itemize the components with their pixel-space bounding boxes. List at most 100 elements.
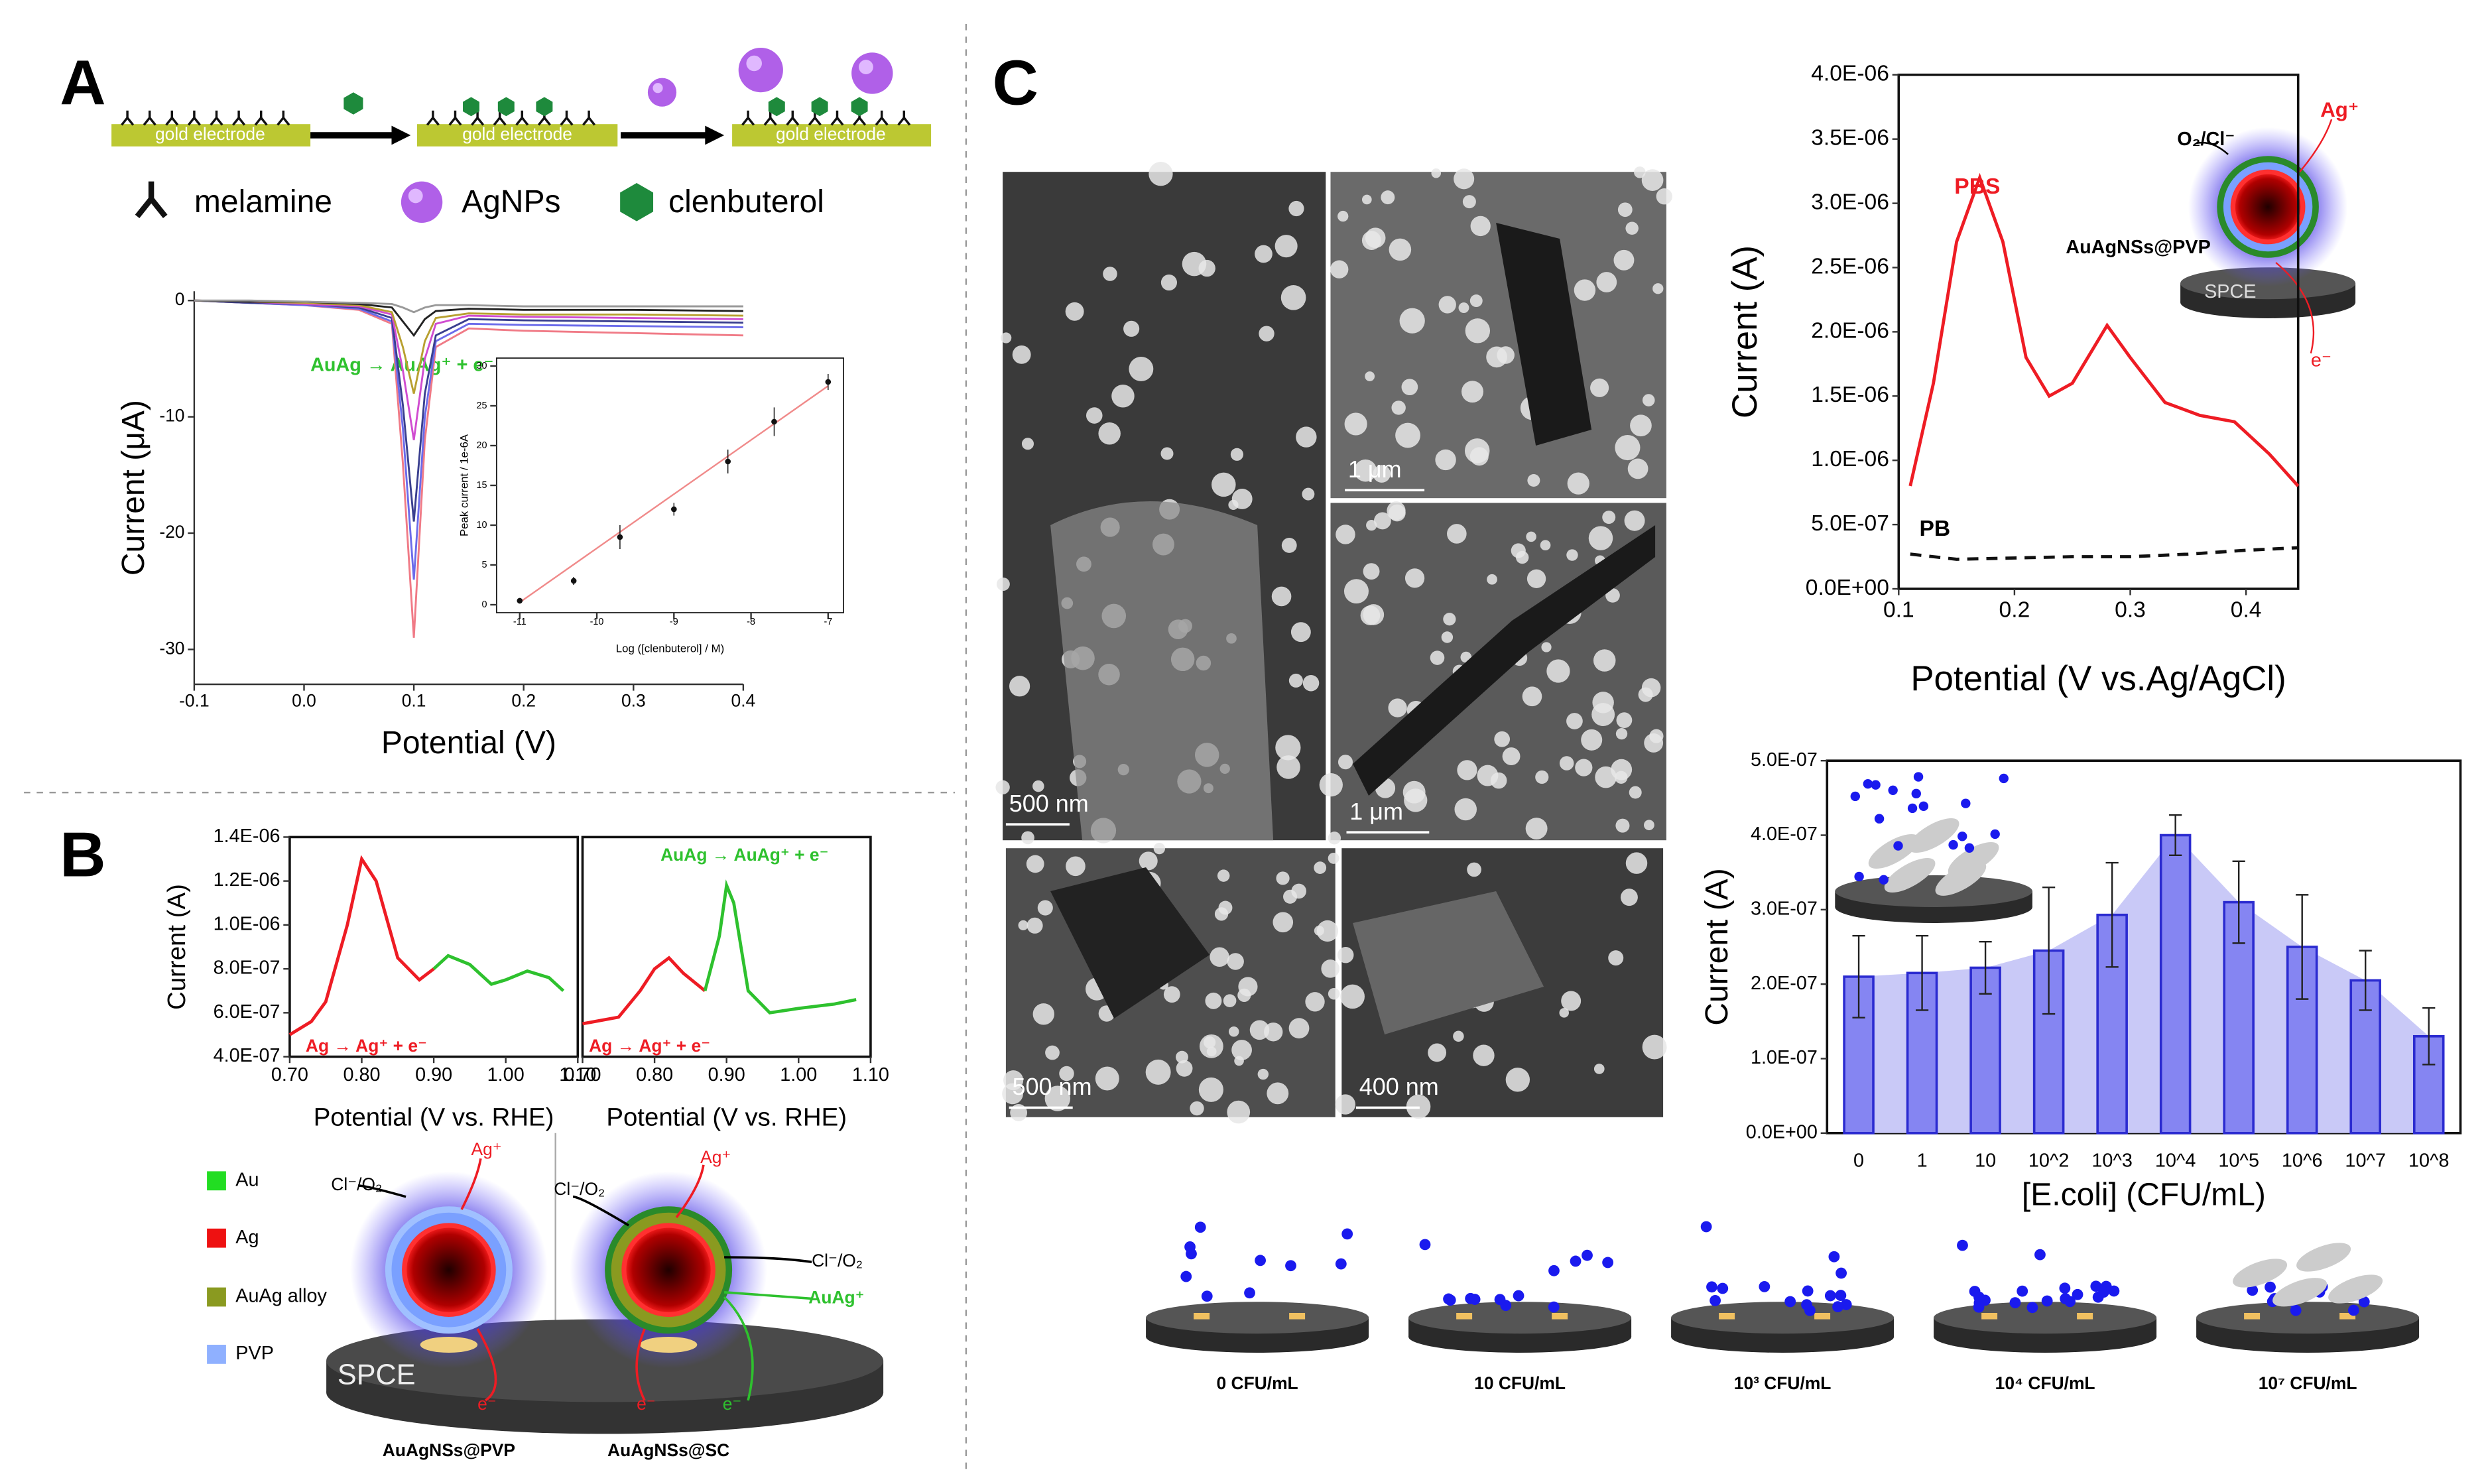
decoration xyxy=(1561,991,1582,1011)
error-bar xyxy=(1915,934,1929,1011)
decoration xyxy=(1373,512,1391,530)
decoration xyxy=(1814,1313,1831,1320)
decoration xyxy=(463,97,479,117)
decoration xyxy=(1649,729,1664,743)
decoration xyxy=(1032,780,1044,792)
error-bar xyxy=(2422,1007,2436,1066)
y-tick-label: 2.0E-06 xyxy=(1811,318,1889,343)
error-bar xyxy=(2105,861,2119,968)
decoration xyxy=(2064,1296,2076,1308)
decoration xyxy=(1228,499,1239,510)
decoration xyxy=(1337,755,1353,770)
x-tick-label: -10 xyxy=(590,617,604,627)
inset-label: e⁻ xyxy=(2311,349,2331,371)
decoration xyxy=(1387,501,1406,521)
chart: 0.1 0.2 0.3 0.4 0.0E+00 5.0E-07 1.0E-06 1.5E-06… xyxy=(1725,62,2300,698)
decoration xyxy=(1190,1101,1204,1116)
scheme-label: AuAgNSs@PVP xyxy=(383,1440,515,1460)
series-line xyxy=(194,299,743,580)
decoration xyxy=(1447,524,1467,544)
decoration xyxy=(1139,851,1158,871)
decoration xyxy=(1337,947,1354,963)
decoration xyxy=(1656,188,1672,205)
decoration xyxy=(1911,788,1921,799)
decoration xyxy=(1638,687,1653,702)
panel-label: A xyxy=(60,47,105,118)
decoration xyxy=(1567,472,1589,495)
decoration xyxy=(1642,394,1655,406)
decoration xyxy=(1642,1034,1667,1060)
data-point xyxy=(617,534,623,540)
decoration xyxy=(1353,525,1656,796)
decoration xyxy=(1037,900,1053,916)
y-tick-label: 1.2E-06 xyxy=(214,869,280,891)
decoration xyxy=(1469,447,1489,466)
decoration xyxy=(1548,1265,1560,1276)
decoration xyxy=(2034,1249,2046,1261)
decoration xyxy=(1176,1050,1188,1064)
decoration xyxy=(1059,1066,1074,1082)
decoration xyxy=(2275,262,2315,354)
decoration xyxy=(1527,474,1540,487)
x-tick-label: 10^2 xyxy=(2028,1150,2070,1172)
legend-label: Au xyxy=(235,1169,259,1190)
decoration xyxy=(1624,510,1645,531)
data-point xyxy=(570,578,577,584)
decoration xyxy=(768,97,785,117)
y-tick-label: -10 xyxy=(159,406,184,426)
decoration xyxy=(1717,1282,1729,1294)
decoration xyxy=(1828,1251,1840,1263)
scheme-label: AuAg⁺ xyxy=(808,1287,864,1307)
decoration xyxy=(1641,169,1664,191)
decoration xyxy=(1522,686,1542,707)
decoration xyxy=(1288,200,1304,217)
decoration xyxy=(1160,275,1178,291)
decoration xyxy=(1395,422,1420,448)
error-bar xyxy=(2359,950,2372,1011)
decoration xyxy=(2072,1288,2083,1300)
y-tick-label: 0 xyxy=(175,289,185,309)
x-axis-label: Potential (V vs. RHE) xyxy=(314,1103,554,1131)
legend-label: melamine xyxy=(194,184,332,219)
x-tick-label: 0.0 xyxy=(292,690,316,710)
decoration xyxy=(1496,223,1592,446)
series-line xyxy=(582,956,706,1026)
decoration xyxy=(1893,841,1903,851)
x-tick-label: -8 xyxy=(747,617,755,627)
error-bar xyxy=(2296,894,2309,1000)
decoration xyxy=(1408,1302,1632,1334)
area xyxy=(1859,835,2429,1133)
y-tick-label: 1.4E-06 xyxy=(214,826,280,847)
y-tick-label: 3.0E-07 xyxy=(1751,898,1818,919)
decoration xyxy=(1288,1018,1310,1039)
decoration xyxy=(408,188,423,204)
decoration xyxy=(1566,549,1578,561)
decoration xyxy=(391,125,411,145)
decoration xyxy=(620,183,654,221)
decoration xyxy=(1443,1293,1454,1305)
decoration xyxy=(1373,465,1391,483)
decoration xyxy=(1330,260,1349,278)
x-tick-label: 0.3 xyxy=(621,690,646,710)
decoration xyxy=(1935,861,1987,896)
decoration xyxy=(1002,1083,1023,1105)
decoration xyxy=(1438,296,1456,314)
y-tick-label: 0.0E+00 xyxy=(1746,1121,1818,1143)
decoration xyxy=(207,1287,226,1307)
scale-bar-label: 500 nm xyxy=(1013,1073,1092,1100)
decoration xyxy=(1009,676,1030,697)
series-label: PB xyxy=(1920,517,1951,541)
y-tick-label: 15 xyxy=(476,480,487,491)
decoration xyxy=(647,78,677,107)
series-line xyxy=(703,879,857,1015)
x-tick-label: 0.2 xyxy=(1999,597,2030,622)
decoration xyxy=(1981,1313,1998,1320)
decoration xyxy=(1288,673,1303,688)
decoration xyxy=(1494,1294,1506,1306)
decoration xyxy=(1671,1302,1895,1334)
scale-bar-label: 400 nm xyxy=(1359,1073,1439,1100)
x-tick-label: 0.4 xyxy=(2231,597,2262,622)
decoration xyxy=(746,55,762,72)
y-tick-label: 4.0E-07 xyxy=(1751,824,1818,845)
x-tick-label: 1.00 xyxy=(487,1064,525,1085)
